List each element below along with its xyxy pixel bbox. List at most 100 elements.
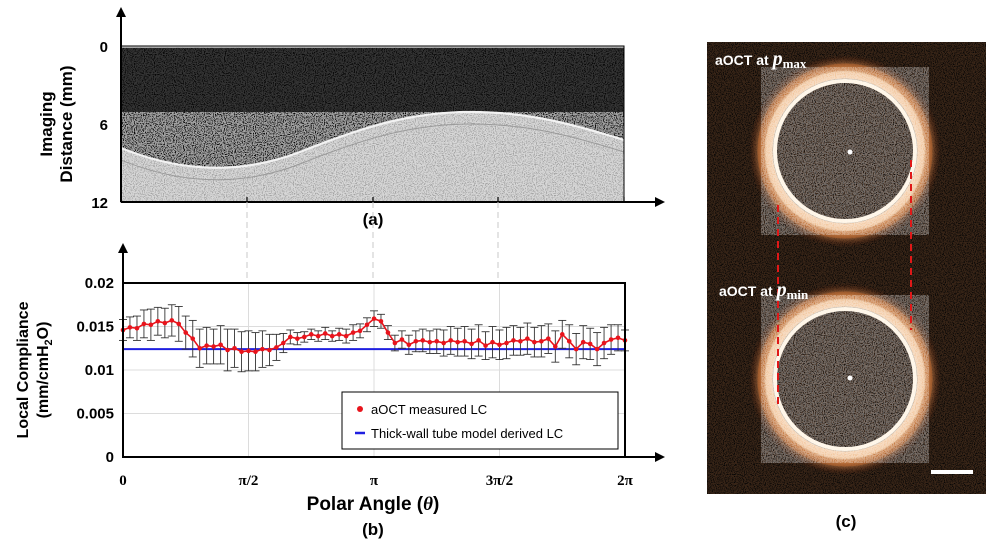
label-pmax-sub: max: [783, 56, 807, 71]
measured-point: [190, 336, 196, 341]
panel-b-caption: (b): [362, 520, 384, 539]
measured-point: [225, 347, 230, 353]
measured-point: [434, 338, 440, 344]
panel-a-xticks: [246, 197, 625, 202]
measured-point: [587, 341, 593, 347]
measured-point: [295, 336, 300, 341]
measured-point: [413, 338, 419, 344]
panel-b-ylabel-line2: (mm/cmH2O): [35, 322, 55, 419]
legend-measured-label: aOCT measured LC: [371, 402, 487, 417]
measured-point: [246, 348, 251, 354]
measured-point: [545, 336, 551, 341]
y-tick-label: 0: [106, 449, 114, 466]
panel-c-caption: (c): [836, 512, 857, 531]
panel-c: aOCT at pmax aOCT at pmin (c): [707, 42, 986, 531]
measured-point: [155, 318, 161, 324]
label-pmax-pre: aOCT at: [715, 52, 773, 68]
panel-a-ylabel-line2: Distance (mm): [57, 65, 76, 182]
measured-point: [176, 321, 182, 327]
measured-point: [553, 344, 558, 349]
panel-b-xlabel-pre: Polar Angle (: [307, 494, 424, 515]
panel-b-ylabel-unit-sub: 2: [43, 339, 55, 345]
measured-point: [371, 316, 377, 321]
panel-b-x-arrow: [655, 452, 665, 462]
measured-point: [399, 337, 405, 342]
measured-point: [615, 335, 621, 341]
label-pmin-pre: aOCT at: [719, 283, 777, 299]
measured-point: [559, 332, 565, 337]
panel-b-ylabel-unit-post: O): [35, 322, 52, 340]
measured-point: [315, 333, 321, 339]
panel-b-xlabel-theta: θ: [423, 494, 433, 515]
measured-point: [336, 332, 342, 337]
legend-measured-marker: [357, 406, 363, 412]
panel-b-xlabel: Polar Angle (θ): [307, 494, 440, 515]
measured-point: [301, 334, 307, 340]
panel-b: 0 0.005 0.01 0.015 0.02 0 π/2 π 3π/2 2π Local Co…: [15, 243, 665, 539]
measured-point: [204, 343, 209, 348]
measured-point: [183, 330, 189, 335]
x-tick-label: π/2: [239, 473, 259, 489]
measured-point: [162, 320, 168, 326]
measured-point: [197, 345, 202, 351]
measured-point: [504, 340, 509, 346]
measured-point: [580, 339, 586, 345]
x-tick-label: 2π: [617, 473, 634, 489]
measured-point: [483, 343, 488, 348]
measured-point: [329, 333, 335, 339]
measured-point: [281, 340, 286, 346]
measured-point: [573, 346, 579, 352]
measured-point: [532, 339, 537, 345]
measured-point: [476, 338, 481, 343]
label-pmax-p: p: [771, 48, 783, 70]
panel-b-legend: aOCT measured LC Thick-wall tube model d…: [341, 391, 619, 450]
measured-point: [427, 339, 433, 345]
label-pmax: aOCT at pmax: [715, 48, 807, 71]
vessel-wall-speckle: [121, 112, 624, 202]
measured-point: [274, 345, 279, 350]
panel-a-ytick-12: 12: [91, 195, 108, 212]
measured-point: [141, 321, 147, 327]
label-pmin-p: p: [775, 279, 787, 301]
measured-point: [232, 345, 237, 351]
panel-b-xlabel-post: ): [433, 494, 439, 515]
measured-point: [134, 325, 140, 331]
measured-point: [497, 342, 502, 348]
measured-point: [462, 338, 467, 344]
measured-point: [392, 340, 398, 346]
panel-a-x-arrow: [655, 197, 665, 207]
vessel-wall-layer: [121, 123, 624, 181]
panel-a-ytick-6: 6: [100, 117, 108, 134]
ring-pmin: [749, 283, 941, 475]
panel-a-y-arrow: [116, 7, 126, 17]
y-tick-label: 0.005: [76, 406, 114, 423]
measured-point: [525, 336, 530, 341]
legend-box: [341, 391, 619, 450]
measured-point: [378, 318, 384, 324]
measured-point: [441, 340, 447, 346]
measured-point: [218, 342, 223, 348]
alignment-guides: [246, 202, 499, 283]
panel-a-caption: (a): [363, 210, 384, 229]
measured-point: [511, 338, 516, 343]
measured-point: [343, 333, 349, 339]
panel-b-y-arrow: [118, 243, 128, 253]
x-tick-label: 0: [119, 473, 127, 489]
vessel-wall-inner-edge: [121, 110, 624, 169]
measured-point: [406, 342, 412, 348]
panel-a-ylabel-line1: Imaging: [37, 91, 56, 156]
measured-point: [267, 347, 272, 353]
y-tick-label: 0.015: [76, 319, 114, 336]
measured-point: [448, 338, 454, 343]
y-tick-label: 0.02: [85, 275, 114, 292]
panel-b-yticks: 0 0.005 0.01 0.015 0.02: [76, 275, 114, 466]
panel-b-ylabel-unit-pre: (mm/cmH: [35, 346, 52, 419]
measured-point: [490, 339, 495, 345]
x-tick-label: 3π/2: [486, 473, 513, 489]
ring-pmax: [749, 55, 941, 247]
measured-point: [539, 338, 544, 344]
panel-a: 0 6 12 Imaging Distance (mm) (a): [37, 7, 665, 229]
measured-point: [594, 346, 600, 352]
measured-point: [364, 322, 370, 328]
measured-point: [357, 328, 363, 334]
